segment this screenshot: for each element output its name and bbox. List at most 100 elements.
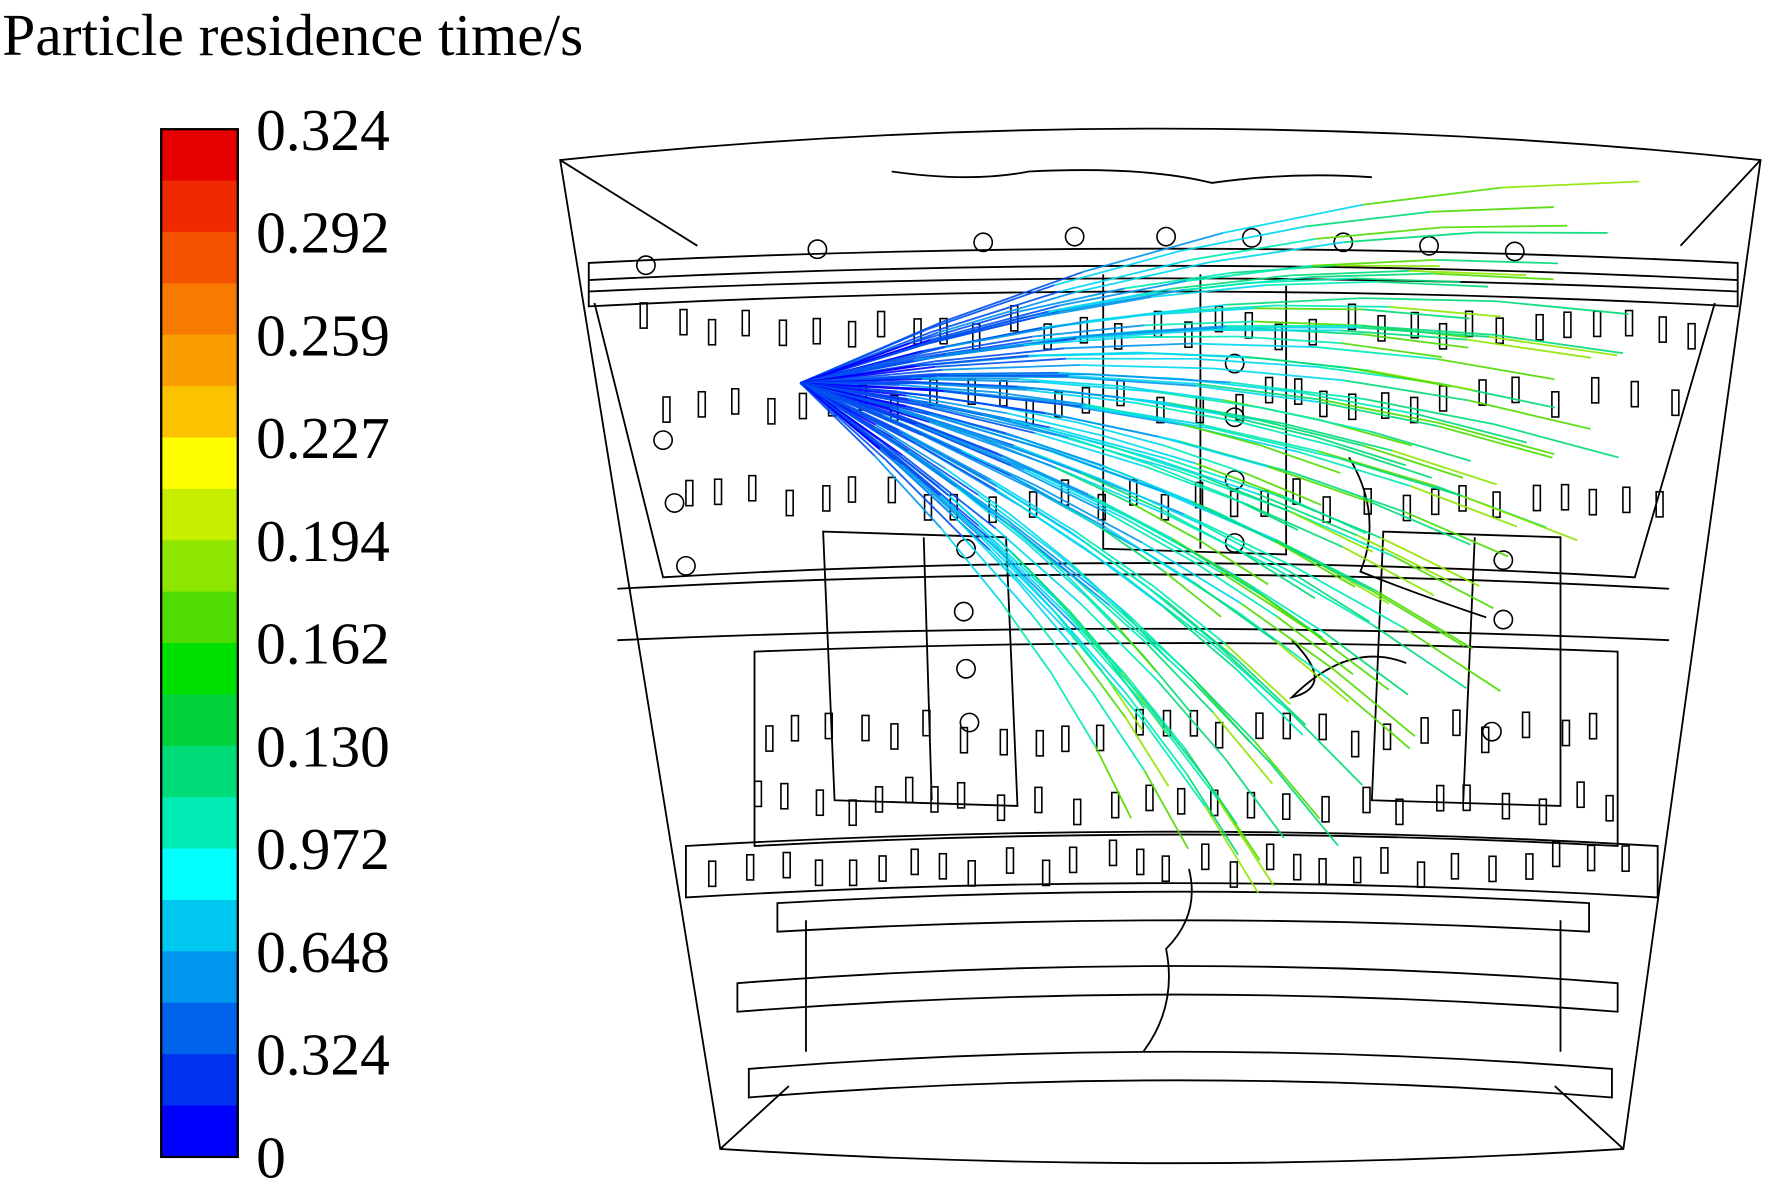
track bbox=[1201, 541, 1269, 586]
slot bbox=[639, 302, 648, 329]
colorbar-label: 0.130 bbox=[256, 713, 390, 779]
track bbox=[1356, 534, 1452, 584]
track bbox=[933, 347, 1065, 363]
color-band bbox=[161, 231, 238, 284]
track bbox=[1080, 603, 1158, 681]
track bbox=[799, 382, 903, 437]
track bbox=[1276, 615, 1354, 676]
track bbox=[1236, 669, 1304, 736]
ring-2 bbox=[776, 890, 1590, 933]
track bbox=[1318, 401, 1439, 427]
track bbox=[1468, 399, 1591, 430]
track bbox=[1076, 329, 1210, 340]
slots bbox=[635, 226, 1696, 889]
track bbox=[1001, 455, 1095, 500]
slot bbox=[1655, 490, 1664, 518]
hole bbox=[653, 430, 674, 451]
track bbox=[1010, 464, 1107, 514]
track bbox=[955, 486, 1026, 542]
hole bbox=[1493, 609, 1514, 630]
track bbox=[1163, 606, 1238, 671]
colorbar: 0.324 0.292 0.259 0.227 0.194 0.162 0.130 0.972… bbox=[160, 97, 390, 1187]
track bbox=[1034, 432, 1144, 467]
track bbox=[1044, 411, 1160, 438]
color-band bbox=[161, 694, 238, 747]
outer-frame bbox=[559, 127, 1762, 1165]
slot bbox=[685, 479, 694, 507]
cracks bbox=[891, 169, 1487, 1053]
slot bbox=[874, 786, 884, 813]
track bbox=[1207, 639, 1290, 712]
track bbox=[1012, 552, 1072, 613]
hole bbox=[973, 232, 994, 253]
colorbar-label: 0.194 bbox=[256, 508, 390, 574]
track bbox=[935, 357, 1067, 368]
track bbox=[901, 454, 997, 530]
track bbox=[1023, 540, 1088, 598]
color-band bbox=[161, 951, 238, 1004]
slot bbox=[1560, 483, 1570, 511]
track bbox=[1093, 497, 1181, 546]
slot bbox=[967, 860, 976, 887]
track bbox=[1265, 280, 1378, 287]
color-band bbox=[161, 180, 238, 233]
slot bbox=[1402, 494, 1412, 522]
color-band bbox=[161, 488, 238, 541]
track bbox=[1125, 518, 1221, 573]
hole bbox=[1241, 227, 1262, 248]
slot bbox=[905, 776, 914, 804]
track bbox=[1253, 740, 1321, 820]
track bbox=[977, 525, 1057, 600]
track bbox=[1179, 664, 1255, 742]
color-band bbox=[161, 540, 238, 593]
slot bbox=[1563, 311, 1572, 339]
slot bbox=[1110, 791, 1120, 819]
track bbox=[1311, 258, 1436, 267]
track bbox=[1068, 436, 1150, 465]
track bbox=[1126, 693, 1188, 775]
slot bbox=[861, 714, 870, 742]
track bbox=[1028, 351, 1139, 357]
hole bbox=[953, 601, 974, 622]
track bbox=[1288, 570, 1371, 623]
track bbox=[892, 453, 980, 527]
track bbox=[1259, 444, 1341, 474]
track bbox=[1058, 288, 1186, 313]
track bbox=[1371, 501, 1471, 546]
track bbox=[1070, 634, 1144, 721]
color-band bbox=[161, 848, 238, 901]
track bbox=[931, 405, 1057, 437]
track bbox=[1164, 510, 1243, 554]
track bbox=[1238, 660, 1307, 726]
track bbox=[1059, 403, 1182, 426]
track bbox=[1300, 391, 1416, 415]
track bbox=[1298, 451, 1411, 487]
color-band bbox=[161, 797, 238, 850]
track bbox=[930, 304, 1060, 341]
track bbox=[915, 354, 1029, 367]
track bbox=[1124, 717, 1170, 787]
track bbox=[1212, 711, 1274, 785]
lower-ring bbox=[685, 830, 1659, 899]
slot bbox=[1073, 798, 1082, 826]
track bbox=[1258, 592, 1334, 648]
track bbox=[1075, 530, 1155, 588]
track bbox=[941, 271, 1084, 323]
slot bbox=[910, 848, 919, 876]
slot bbox=[1282, 793, 1291, 821]
track bbox=[875, 424, 946, 470]
track bbox=[907, 398, 1011, 421]
track bbox=[945, 334, 1088, 356]
track bbox=[975, 435, 1057, 470]
slot bbox=[1061, 725, 1070, 753]
frame-edges bbox=[559, 159, 1762, 1150]
track bbox=[1141, 541, 1242, 605]
track bbox=[1288, 710, 1363, 786]
track bbox=[1148, 463, 1227, 496]
track bbox=[800, 382, 900, 411]
track bbox=[1163, 570, 1222, 618]
slot bbox=[1235, 393, 1244, 421]
track bbox=[918, 423, 1032, 472]
track bbox=[1388, 305, 1501, 318]
track bbox=[1050, 672, 1096, 747]
